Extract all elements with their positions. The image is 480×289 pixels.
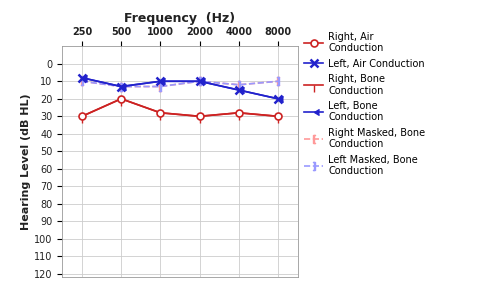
Y-axis label: Hearing Level (dB HL): Hearing Level (dB HL) <box>22 94 31 230</box>
Legend: Right, Air
Conduction, Left, Air Conduction, Right, Bone
Conduction, Left, Bone
: Right, Air Conduction, Left, Air Conduct… <box>300 28 429 180</box>
X-axis label: Frequency  (Hz): Frequency (Hz) <box>124 12 236 25</box>
